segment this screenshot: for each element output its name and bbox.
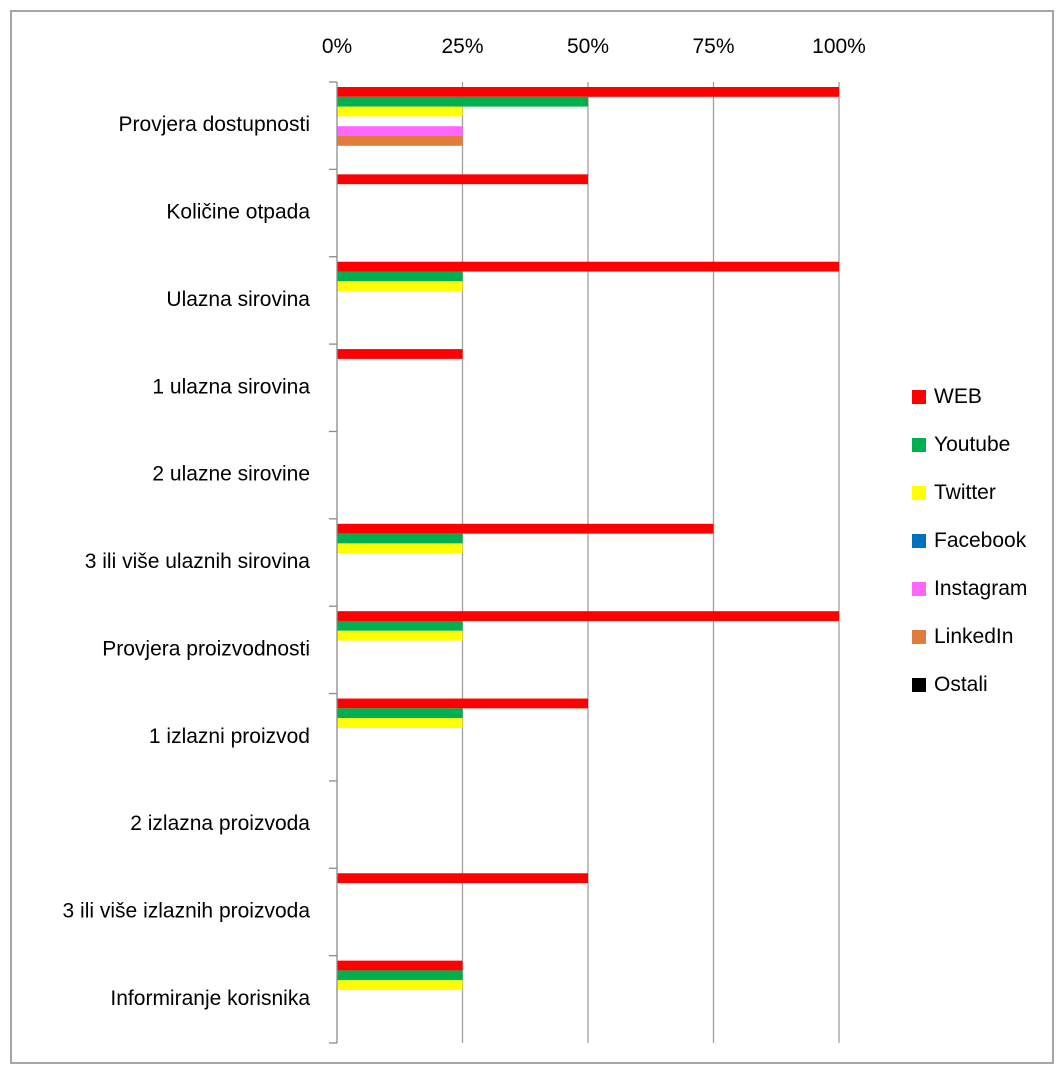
bar-linkedin-provjera-dostupnosti (337, 136, 463, 146)
bar-web-3-ili-vise-ulaznih-sirovina (337, 523, 714, 534)
bar-youtube-ulazna-sirovina (337, 271, 463, 282)
bar-twitter-informiranje-korisnika (337, 980, 463, 991)
bar-web-ulazna-sirovina (337, 261, 839, 272)
bar-twitter-provjera-proizvodnosti (337, 630, 463, 641)
category-label: 2 izlazna proizvoda (130, 812, 310, 835)
legend-label: Instagram (934, 577, 1028, 600)
x-tick-label: 25% (441, 35, 483, 58)
category-label: Informiranje korisnika (110, 987, 310, 1010)
legend-item-ostali: Ostali (912, 670, 988, 700)
bar-web-1-izlazni-proizvod (337, 698, 588, 709)
legend-label: Youtube (934, 433, 1011, 456)
legend-item-twitter: Twitter (912, 478, 996, 508)
legend-label: Ostali (934, 673, 988, 696)
bar-youtube-1-izlazni-proizvod (337, 708, 463, 719)
bar-twitter-ulazna-sirovina (337, 281, 463, 292)
legend-swatch (912, 534, 926, 548)
category-label: 1 ulazna sirovina (152, 375, 310, 398)
category-label: Količine otpada (166, 201, 310, 224)
bar-twitter-provjera-dostupnosti (337, 106, 463, 117)
legend-item-linkedin: LinkedIn (912, 622, 1013, 652)
category-label: 3 ili više ulaznih sirovina (85, 550, 311, 573)
bar-web-kolicine-otpada (337, 174, 588, 185)
x-tick-label: 75% (692, 35, 734, 58)
legend-label: WEB (934, 385, 982, 408)
bar-youtube-3-ili-vise-ulaznih-sirovina (337, 533, 463, 544)
legend-label: Facebook (934, 529, 1027, 552)
x-tick-label: 100% (812, 35, 866, 58)
legend-swatch (912, 582, 926, 596)
bar-web-1-ulazna-sirovina (337, 349, 463, 359)
chart-frame (10, 10, 1054, 1064)
category-label: 1 izlazni proizvod (149, 725, 310, 748)
bar-youtube-provjera-dostupnosti (337, 96, 588, 107)
legend-swatch (912, 678, 926, 692)
bar-web-provjera-proizvodnosti (337, 611, 839, 621)
category-label: 3 ili više izlaznih proizvoda (63, 900, 311, 923)
x-tick-label: 0% (322, 35, 352, 58)
legend-swatch (912, 390, 926, 404)
legend-label: LinkedIn (934, 625, 1014, 648)
legend-item-facebook: Facebook (912, 526, 1026, 556)
bar-instagram-provjera-dostupnosti (337, 126, 463, 136)
legend-label: Twitter (934, 481, 996, 504)
bar-web-informiranje-korisnika (337, 960, 463, 971)
legend-swatch (912, 438, 926, 452)
legend-item-instagram: Instagram (912, 574, 1027, 604)
category-label: Provjera proizvodnosti (102, 637, 310, 660)
category-label: Provjera dostupnosti (119, 113, 310, 136)
legend-item-youtube: Youtube (912, 430, 1010, 460)
bar-web-provjera-dostupnosti (337, 87, 839, 97)
bar-youtube-provjera-proizvodnosti (337, 620, 463, 631)
bar-twitter-3-ili-vise-ulaznih-sirovina (337, 543, 463, 554)
bar-twitter-1-izlazni-proizvod (337, 718, 463, 728)
x-tick-label: 50% (567, 35, 609, 58)
bar-youtube-informiranje-korisnika (337, 970, 463, 981)
legend-swatch (912, 630, 926, 644)
legend-swatch (912, 486, 926, 500)
bar-web-3-ili-vise-izlaznih-proizvoda (337, 873, 588, 884)
category-label: Ulazna sirovina (166, 288, 310, 311)
legend-item-web: WEB (912, 382, 982, 412)
category-label: 2 ulazne sirovine (152, 463, 310, 486)
